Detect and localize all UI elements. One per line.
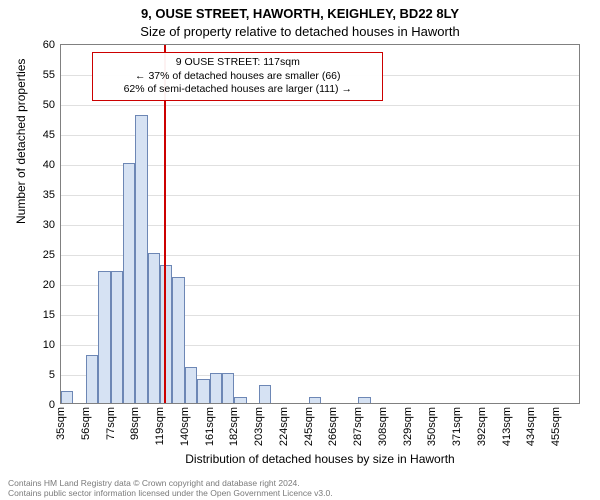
y-tick-label: 25 — [43, 249, 55, 261]
footer-attribution: Contains HM Land Registry data © Crown c… — [8, 478, 592, 498]
y-tick-label: 30 — [43, 219, 55, 231]
histogram-bar — [160, 265, 172, 403]
chart-subtitle: Size of property relative to detached ho… — [0, 24, 600, 39]
histogram-bar — [135, 115, 147, 403]
histogram-bar — [222, 373, 234, 403]
histogram-bar — [172, 277, 184, 403]
histogram-bar — [210, 373, 222, 403]
annotation-box: 9 OUSE STREET: 117sqm← 37% of detached h… — [92, 52, 383, 101]
y-tick-label: 35 — [43, 189, 55, 201]
y-tick-label: 40 — [43, 159, 55, 171]
y-tick-label: 20 — [43, 279, 55, 291]
x-tick-label: 140sqm — [179, 407, 191, 446]
x-tick-label: 182sqm — [228, 407, 240, 446]
histogram-bar — [111, 271, 123, 403]
y-tick-label: 15 — [43, 309, 55, 321]
histogram-bar — [234, 397, 246, 403]
histogram-bar — [197, 379, 209, 403]
footer-line2: Contains public sector information licen… — [8, 488, 592, 498]
histogram-bar — [86, 355, 98, 403]
x-tick-label: 455sqm — [550, 407, 562, 446]
y-axis-label: Number of detached properties — [14, 59, 28, 224]
x-tick-label: 329sqm — [402, 407, 414, 446]
x-tick-label: 119sqm — [154, 407, 166, 445]
histogram-bar — [98, 271, 110, 403]
x-tick-label: 203sqm — [253, 407, 265, 446]
x-axis-label: Distribution of detached houses by size … — [60, 452, 580, 466]
chart-container: 9, OUSE STREET, HAWORTH, KEIGHLEY, BD22 … — [0, 0, 600, 500]
x-tick-label: 77sqm — [105, 407, 117, 440]
histogram-bar — [185, 367, 197, 403]
annotation-line: 62% of semi-detached houses are larger (… — [99, 83, 376, 97]
x-tick-label: 161sqm — [204, 407, 216, 446]
annotation-line: 9 OUSE STREET: 117sqm — [99, 56, 376, 70]
x-tick-label: 434sqm — [525, 407, 537, 446]
y-tick-label: 60 — [43, 39, 55, 51]
y-tick-label: 45 — [43, 129, 55, 141]
y-tick-label: 10 — [43, 339, 55, 351]
x-tick-label: 350sqm — [426, 407, 438, 446]
histogram-bar — [148, 253, 160, 403]
y-tick-label: 5 — [49, 369, 55, 381]
gridline — [61, 105, 579, 106]
x-tick-label: 35sqm — [55, 407, 67, 440]
y-tick-label: 50 — [43, 99, 55, 111]
chart-title-address: 9, OUSE STREET, HAWORTH, KEIGHLEY, BD22 … — [0, 6, 600, 21]
histogram-bar — [309, 397, 321, 403]
x-tick-label: 245sqm — [303, 407, 315, 446]
x-tick-label: 224sqm — [278, 407, 290, 446]
x-tick-label: 413sqm — [501, 407, 513, 446]
y-tick-label: 55 — [43, 69, 55, 81]
histogram-bar — [259, 385, 271, 403]
x-tick-label: 308sqm — [377, 407, 389, 446]
annotation-line: ← 37% of detached houses are smaller (66… — [99, 70, 376, 84]
x-tick-label: 98sqm — [129, 407, 141, 440]
plot-area: 05101520253035404550556035sqm56sqm77sqm9… — [60, 44, 580, 404]
x-tick-label: 56sqm — [80, 407, 92, 440]
x-tick-label: 266sqm — [327, 407, 339, 446]
x-tick-label: 392sqm — [476, 407, 488, 446]
x-tick-label: 287sqm — [352, 407, 364, 446]
x-tick-label: 371sqm — [451, 407, 463, 446]
histogram-bar — [61, 391, 73, 403]
histogram-bar — [358, 397, 370, 403]
footer-line1: Contains HM Land Registry data © Crown c… — [8, 478, 592, 488]
histogram-bar — [123, 163, 135, 403]
